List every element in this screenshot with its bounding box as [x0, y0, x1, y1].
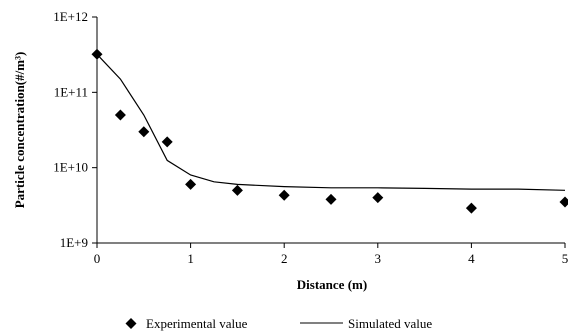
- y-tick-label: 1E+10: [53, 160, 88, 175]
- legend-label-experimental: Experimental value: [146, 316, 248, 331]
- experimental-point: [91, 48, 103, 60]
- legend-marker-experimental: [125, 318, 137, 329]
- y-tick-label: 1E+11: [54, 84, 88, 99]
- experimental-point: [325, 193, 337, 205]
- y-axis-title: Particle concentration(#/m³): [12, 52, 27, 209]
- legend-label-simulated: Simulated value: [348, 316, 432, 331]
- legend: Experimental value Simulated value: [125, 316, 432, 331]
- x-tick-label: 0: [94, 251, 101, 266]
- x-axis-title: Distance (m): [297, 277, 367, 292]
- x-tick-label: 1: [187, 251, 194, 266]
- experimental-point: [114, 109, 126, 121]
- experimental-point: [559, 196, 568, 208]
- x-tick-label: 5: [562, 251, 568, 266]
- experimental-point: [278, 189, 290, 201]
- simulated-value-line: [96, 53, 566, 191]
- experimental-point: [161, 136, 173, 148]
- experimental-point: [465, 202, 477, 214]
- series-lines: [96, 53, 566, 191]
- series-markers: [91, 48, 568, 214]
- experimental-point: [372, 192, 384, 204]
- experimental-point: [138, 126, 150, 138]
- y-tick-label: 1E+9: [60, 235, 88, 250]
- chart-axes: [96, 17, 565, 244]
- y-ticks: 1E+9 1E+10 1E+11 1E+12: [53, 9, 97, 250]
- x-tick-label: 3: [375, 251, 382, 266]
- x-tick-label: 4: [468, 251, 475, 266]
- experimental-point: [185, 178, 197, 190]
- x-ticks: 0 1 2 3 4 5: [94, 243, 568, 266]
- y-tick-label: 1E+12: [53, 9, 88, 24]
- x-tick-label: 2: [281, 251, 288, 266]
- experimental-point: [231, 184, 243, 196]
